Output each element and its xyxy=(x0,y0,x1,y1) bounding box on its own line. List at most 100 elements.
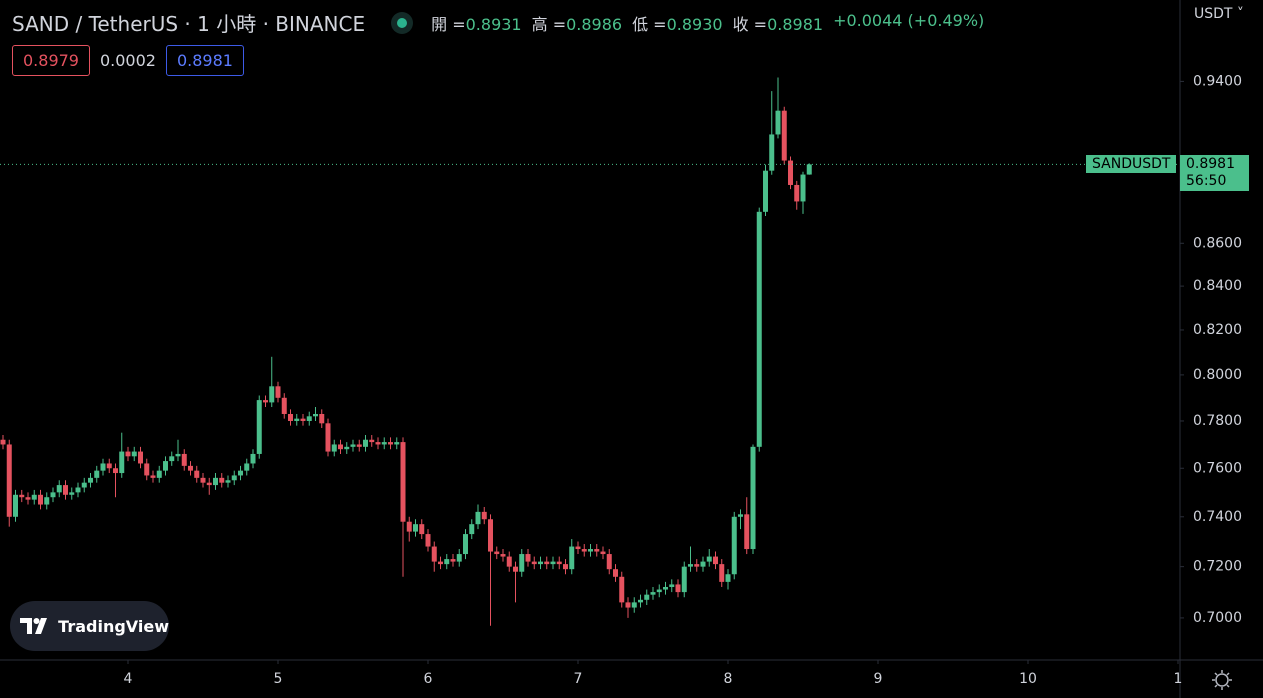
candle xyxy=(44,492,50,510)
candle-body xyxy=(675,584,681,593)
y-tick-label: 0.7200 xyxy=(1193,559,1242,575)
candle-body xyxy=(113,468,118,474)
candle-body xyxy=(519,554,525,572)
candle-body xyxy=(544,561,550,565)
candle xyxy=(463,529,468,560)
candle xyxy=(156,465,162,483)
candle-body xyxy=(481,511,487,520)
candle-body xyxy=(719,564,725,582)
symbol-tag: SANDUSDT xyxy=(1086,155,1177,174)
candle xyxy=(131,446,137,462)
candle-body xyxy=(175,453,181,457)
candle-body xyxy=(319,413,325,424)
candle xyxy=(588,544,593,557)
candle xyxy=(31,489,37,505)
candle xyxy=(794,180,800,210)
candle-body xyxy=(425,534,431,547)
candle-body xyxy=(25,497,31,500)
candle-body xyxy=(588,549,593,552)
candle-body xyxy=(250,453,256,464)
candle-body xyxy=(331,444,337,452)
candle xyxy=(538,556,543,570)
ohlc-label: 收 = xyxy=(732,14,768,34)
bid-price[interactable]: 0.8979 xyxy=(12,45,90,76)
candle xyxy=(325,418,331,457)
candle-body xyxy=(738,514,743,517)
y-tick-label: 0.7800 xyxy=(1193,413,1242,429)
candle xyxy=(406,516,412,542)
candle-body xyxy=(725,574,731,582)
candle xyxy=(488,514,493,626)
candle-body xyxy=(75,487,81,493)
candle xyxy=(631,597,637,613)
candle xyxy=(550,556,556,570)
candle xyxy=(388,437,393,450)
candle xyxy=(63,480,68,500)
candle xyxy=(700,556,706,572)
candle xyxy=(569,539,575,575)
candle xyxy=(194,465,200,483)
candle xyxy=(238,465,243,481)
candle xyxy=(38,489,43,510)
candle xyxy=(356,439,362,452)
candle xyxy=(619,571,625,608)
ohlc-item: 收 =0.8981 xyxy=(733,11,823,35)
candle xyxy=(750,444,756,555)
market-status xyxy=(391,11,414,34)
candle-body xyxy=(713,556,718,565)
candle-body xyxy=(131,451,137,457)
candle xyxy=(563,559,568,575)
candle-body xyxy=(463,534,468,555)
candle-body xyxy=(444,559,450,565)
candle-body xyxy=(794,184,800,202)
candle-body xyxy=(6,444,12,517)
candle xyxy=(456,549,462,567)
y-tick-label: 0.8600 xyxy=(1193,235,1242,251)
candle xyxy=(6,439,12,527)
candle-body xyxy=(756,211,762,447)
settings-icon[interactable] xyxy=(1212,670,1232,690)
x-tick-label: 1 xyxy=(1174,671,1183,687)
candle xyxy=(556,556,562,570)
candle-body xyxy=(500,554,506,557)
candle-body xyxy=(31,494,37,500)
candle-body xyxy=(413,524,418,532)
ohlc-value: 0.8981 xyxy=(767,14,824,34)
candle xyxy=(781,106,787,165)
candle xyxy=(469,519,475,540)
candle-body xyxy=(619,576,625,603)
candle-body xyxy=(775,110,781,135)
candle-body xyxy=(569,546,575,570)
candle xyxy=(731,511,737,580)
logo-icon xyxy=(20,618,47,634)
candle-body xyxy=(313,413,318,417)
logo[interactable]: TradingView xyxy=(10,601,169,651)
candle xyxy=(144,458,150,481)
countdown: 56:50 xyxy=(1186,173,1227,190)
candle xyxy=(350,439,356,452)
candle-body xyxy=(538,561,543,565)
candle xyxy=(169,451,175,466)
price-change: +0.0044 (+0.49%) xyxy=(833,10,985,30)
candle-body xyxy=(550,561,556,565)
candle-body xyxy=(138,451,143,464)
candle-body xyxy=(119,451,125,474)
candle xyxy=(213,473,218,490)
currency: USDT xyxy=(1194,6,1233,22)
candle-body xyxy=(219,477,225,483)
candle xyxy=(150,470,156,483)
candle xyxy=(275,381,281,403)
candle-body xyxy=(656,589,662,593)
x-tick-label: 4 xyxy=(124,671,133,687)
currency-selector[interactable]: USDT ˅ xyxy=(1194,6,1244,22)
x-tick-label: 9 xyxy=(874,671,883,687)
ask-price[interactable]: 0.8981 xyxy=(165,45,244,76)
candle-body xyxy=(688,564,693,567)
candle-body xyxy=(531,561,537,565)
candle xyxy=(81,477,87,493)
candle xyxy=(338,439,343,454)
candle-body xyxy=(600,551,606,555)
candle xyxy=(525,549,531,567)
candle xyxy=(219,473,225,488)
